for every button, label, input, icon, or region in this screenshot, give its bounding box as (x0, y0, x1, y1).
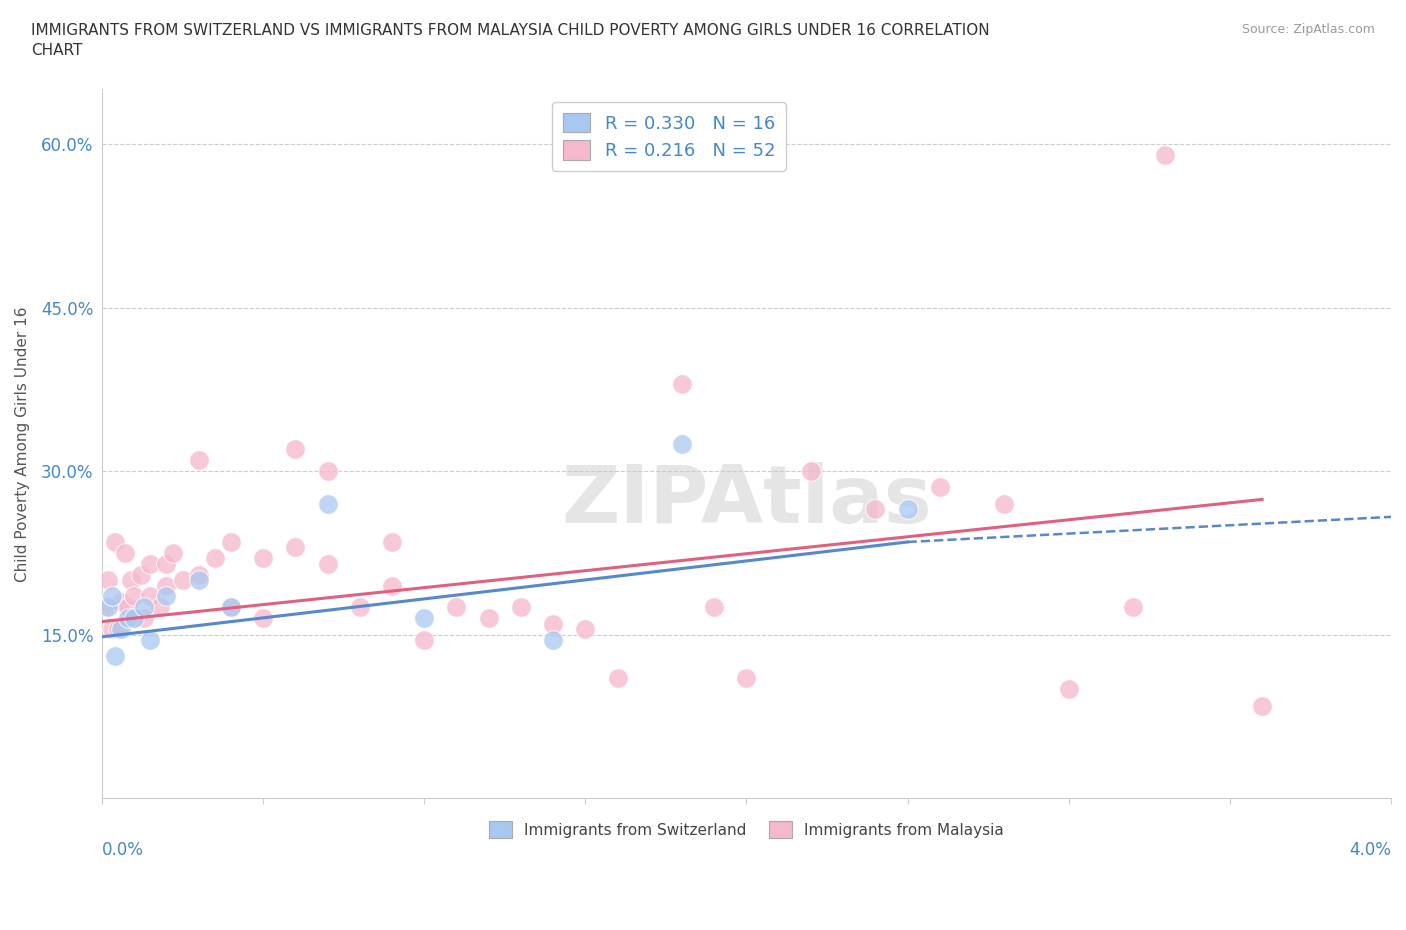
Point (413, 611, 436, 626)
Point (1057, 682, 1080, 697)
Point (541, 617, 564, 631)
Point (703, 600, 725, 615)
Point (110, 622, 132, 637)
Point (671, 436, 693, 451)
Point (139, 632, 162, 647)
Point (172, 573, 194, 588)
Point (284, 442, 307, 457)
Point (897, 502, 920, 517)
Point (122, 611, 145, 626)
Point (139, 556, 162, 571)
Point (117, 600, 139, 615)
Point (122, 589, 145, 604)
Point (284, 540, 307, 555)
Point (139, 589, 162, 604)
Text: 4.0%: 4.0% (1350, 841, 1391, 858)
Point (509, 600, 531, 615)
Point (316, 556, 339, 571)
Point (100, 589, 122, 604)
Point (993, 497, 1015, 512)
Y-axis label: Child Poverty Among Girls Under 16: Child Poverty Among Girls Under 16 (15, 306, 30, 581)
Legend: Immigrants from Switzerland, Immigrants from Malaysia: Immigrants from Switzerland, Immigrants … (479, 812, 1014, 847)
Point (97, 600, 120, 615)
Point (155, 578, 177, 593)
Point (162, 545, 184, 560)
Point (219, 600, 242, 615)
Point (865, 502, 887, 517)
Point (219, 600, 242, 615)
Text: ZIPAtlas: ZIPAtlas (561, 461, 932, 539)
Point (155, 556, 177, 571)
Point (349, 600, 371, 615)
Point (187, 453, 209, 468)
Point (107, 622, 129, 637)
Point (800, 464, 823, 479)
Point (100, 622, 122, 637)
Point (104, 535, 127, 550)
Point (120, 573, 142, 588)
Point (574, 622, 596, 637)
Point (478, 611, 501, 626)
Point (104, 649, 127, 664)
Point (1122, 600, 1144, 615)
Point (735, 671, 758, 685)
Point (1251, 698, 1274, 713)
Point (187, 567, 209, 582)
Point (132, 611, 155, 626)
Point (114, 545, 136, 560)
Point (187, 573, 209, 588)
Point (606, 671, 628, 685)
Point (155, 589, 177, 604)
Point (204, 551, 226, 565)
Point (94, 600, 117, 615)
Point (541, 632, 564, 647)
Point (446, 600, 468, 615)
Point (252, 551, 274, 565)
Point (122, 611, 145, 626)
Text: Source: ZipAtlas.com: Source: ZipAtlas.com (1241, 23, 1375, 36)
Point (316, 497, 339, 512)
Point (316, 464, 339, 479)
Point (132, 600, 155, 615)
Point (413, 632, 436, 647)
Text: 0.0%: 0.0% (103, 841, 143, 858)
Point (1154, 147, 1177, 162)
Point (117, 611, 139, 626)
Point (129, 567, 152, 582)
Point (219, 535, 242, 550)
Point (381, 578, 404, 593)
Point (381, 535, 404, 550)
Point (97, 573, 120, 588)
Text: IMMIGRANTS FROM SWITZERLAND VS IMMIGRANTS FROM MALAYSIA CHILD POVERTY AMONG GIRL: IMMIGRANTS FROM SWITZERLAND VS IMMIGRANT… (31, 23, 990, 58)
Point (110, 594, 132, 609)
Point (149, 600, 172, 615)
Point (671, 377, 693, 392)
Point (252, 611, 274, 626)
Point (928, 480, 950, 495)
